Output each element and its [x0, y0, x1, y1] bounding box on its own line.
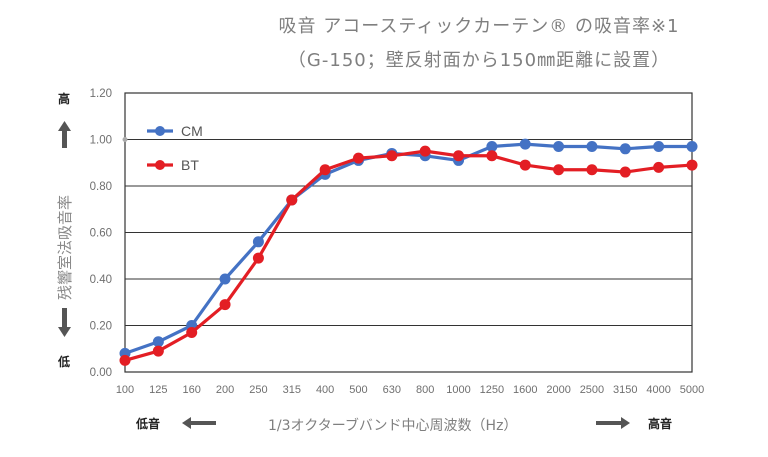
series-bt: [119, 145, 698, 366]
data-point-bt: [319, 164, 331, 176]
x-tick-label: 250: [249, 384, 267, 396]
grid: [122, 92, 693, 373]
y-tick-label: 0.80: [90, 181, 112, 193]
data-point-bt: [653, 161, 665, 173]
data-point-cm: [519, 138, 531, 150]
series-line-bt: [124, 149, 693, 362]
x-tick-label: 200: [216, 384, 234, 396]
data-point-bt: [186, 326, 198, 338]
axis-marker: [122, 137, 128, 142]
arrow-up-icon: [58, 121, 71, 148]
y-ticks: 0.00 0.20 0.40 0.60 0.80 1.00 1.20: [90, 88, 112, 379]
legend-marker: [155, 126, 165, 136]
x-tick-label: 1250: [480, 384, 504, 396]
x-tick-label: 315: [283, 384, 301, 396]
arrow-down-icon: [58, 308, 71, 337]
legend-label: BT: [181, 157, 199, 173]
data-point-cm: [553, 140, 565, 152]
data-point-bt: [352, 152, 364, 164]
data-point-bt: [386, 150, 398, 162]
data-point-bt: [553, 164, 565, 176]
data-point-cm: [586, 140, 598, 152]
data-point-bt: [152, 345, 164, 357]
y-high-label: 高: [58, 91, 70, 106]
x-ticks: 100 125 160 200 250 315 400 500 630 800 1000 1250 16…: [116, 384, 704, 396]
y-tick-label: 0.40: [90, 274, 112, 286]
x-tick-label: 5000: [680, 384, 704, 396]
data-point-cm: [686, 140, 698, 152]
data-point-cm: [219, 273, 231, 285]
legend-item-cm: CM: [147, 123, 203, 139]
data-point-bt: [252, 252, 264, 264]
chart-subtitle: （G-150；壁反射面から150㎜距離に設置）: [287, 50, 671, 71]
data-point-bt: [119, 354, 131, 366]
x-tick-label: 4000: [646, 384, 670, 396]
y-tick-label: 0.20: [90, 321, 112, 333]
data-point-cm: [152, 336, 164, 348]
data-point-cm: [486, 140, 498, 152]
data-point-cm: [653, 140, 665, 152]
data-point-bt: [686, 159, 698, 171]
x-tick-label: 3150: [613, 384, 637, 396]
legend-label: CM: [181, 123, 203, 139]
x-low-label: 低音: [135, 416, 160, 431]
y-tick-label: 1.20: [90, 88, 112, 100]
x-high-label: 高音: [648, 416, 672, 431]
x-tick-label: 100: [116, 384, 134, 396]
data-point-cm: [619, 143, 631, 155]
data-point-bt: [219, 299, 231, 311]
legend-marker: [155, 160, 165, 170]
y-tick-label: 0.00: [90, 367, 112, 379]
x-tick-label: 800: [416, 384, 434, 396]
data-point-bt: [453, 150, 465, 162]
y-tick-label: 0.60: [90, 228, 112, 240]
legend-item-bt: BT: [147, 157, 199, 173]
arrow-right-icon: [596, 417, 630, 429]
x-tick-label: 160: [183, 384, 201, 396]
series-line-cm: [124, 142, 692, 355]
x-tick-label: 400: [316, 384, 334, 396]
x-tick-label: 125: [149, 384, 167, 396]
x-tick-label: 630: [383, 384, 401, 396]
x-axis-label: 1/3オクターブバンド中心周波数（Hz）: [268, 417, 517, 434]
data-point-cm: [252, 236, 264, 248]
x-tick-label: 1000: [446, 384, 470, 396]
arrow-left-icon: [182, 417, 216, 429]
x-tick-label: 2000: [546, 384, 570, 396]
data-point-bt: [619, 166, 631, 178]
data-point-bt: [519, 159, 531, 171]
x-tick-label: 1600: [513, 384, 537, 396]
data-point-bt: [586, 164, 598, 176]
y-axis-label: 残響室法吸音率: [56, 195, 74, 300]
data-point-bt: [419, 145, 431, 157]
x-tick-label: 2500: [580, 384, 604, 396]
y-tick-label: 1.00: [90, 135, 112, 147]
data-point-bt: [286, 194, 298, 206]
data-point-bt: [486, 150, 498, 162]
legend: CM BT: [147, 123, 203, 173]
series-group: [119, 138, 698, 366]
chart-title: 吸音 アコースティックカーテン® の吸音率※1: [278, 16, 680, 37]
x-tick-label: 500: [349, 384, 367, 396]
y-low-label: 低: [57, 354, 70, 369]
